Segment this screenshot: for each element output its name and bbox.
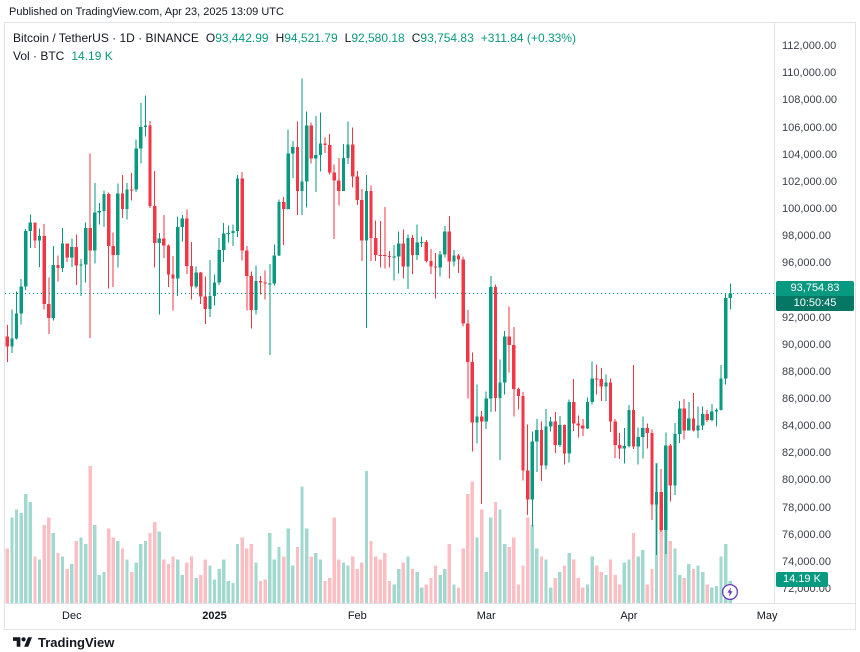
high-value: 94,521.79 [284, 31, 338, 45]
tradingview-logo[interactable]: TradingView [13, 635, 114, 650]
bar-countdown: 10:50:45 [776, 295, 854, 311]
chart-widget: Bitcoin / TetherUS · 1D · BINANCE O93,442… [4, 22, 856, 630]
price-axis-label: 104,000.00 [782, 148, 838, 161]
price-axis-label: 74,000.00 [782, 555, 831, 568]
flash-icon[interactable] [721, 583, 739, 601]
price-axis-label: 82,000.00 [782, 447, 831, 460]
price-axis-label: 100,000.00 [782, 202, 838, 215]
low-label: L [344, 31, 352, 45]
candlestick-chart [5, 78, 774, 603]
price-axis-label: 106,000.00 [782, 121, 838, 134]
price-axis-label: 88,000.00 [782, 365, 831, 378]
tradingview-logomark-icon [13, 636, 32, 647]
last-price-badge: 93,754.83 10:50:45 [776, 280, 854, 311]
high-label: H [275, 31, 285, 45]
price-pane[interactable]: Bitcoin / TetherUS · 1D · BINANCE O93,442… [5, 23, 774, 603]
volume-study-value: 14.19 K [71, 49, 113, 63]
price-axis-label: 86,000.00 [782, 392, 831, 405]
price-axis-label: 110,000.00 [782, 67, 837, 80]
price-axis-label: 90,000.00 [782, 338, 831, 351]
price-axis-label: 108,000.00 [782, 94, 838, 107]
change-value: +311.84 (+0.33%) [480, 31, 576, 45]
volume-badge: 14.19 K [776, 571, 828, 587]
legend-row-volume: Vol · BTC 14.19 K [13, 48, 576, 64]
price-axis-label: 80,000.00 [782, 474, 831, 487]
close-value: 93,754.83 [420, 31, 474, 45]
time-axis-label: Feb [347, 610, 367, 622]
price-axis-label: 96,000.00 [782, 257, 831, 270]
time-axis-label: Mar [476, 610, 496, 622]
tradingview-wordmark: TradingView [38, 634, 115, 650]
low-value: 92,580.18 [351, 31, 405, 45]
price-axis-label: 98,000.00 [782, 230, 831, 243]
open-label: O [205, 31, 216, 45]
price-axis[interactable]: 93,754.83 10:50:45 14.19 K 112,000.00 110… [774, 23, 855, 603]
time-axis-label: May [756, 610, 778, 622]
price-axis-label: 78,000.00 [782, 501, 831, 514]
legend: Bitcoin / TetherUS · 1D · BINANCE O93,442… [13, 30, 576, 66]
time-axis[interactable]: Dec 2025 Feb Mar Apr May [5, 603, 855, 629]
open-value: 93,442.99 [215, 31, 269, 45]
price-axis-label: 112,000.00 [782, 40, 837, 52]
published-line: Published on TradingView.com, Apr 23, 20… [9, 6, 284, 18]
footer: TradingView [4, 632, 856, 652]
price-axis-label: 84,000.00 [782, 420, 831, 433]
last-price-value: 93,754.83 [790, 281, 840, 294]
price-axis-label: 92,000.00 [782, 311, 831, 324]
price-axis-label: 76,000.00 [782, 528, 831, 541]
time-axis-label: Dec [62, 610, 82, 622]
close-label: C [411, 31, 421, 45]
symbol-title[interactable]: Bitcoin / TetherUS · 1D · BINANCE [13, 31, 199, 45]
volume-study-label[interactable]: Vol · BTC [13, 49, 65, 63]
time-axis-label: Apr [620, 610, 638, 622]
time-axis-label: 2025 [202, 610, 227, 622]
price-axis-label: 102,000.00 [782, 175, 838, 188]
legend-row-main: Bitcoin / TetherUS · 1D · BINANCE O93,442… [13, 30, 576, 46]
